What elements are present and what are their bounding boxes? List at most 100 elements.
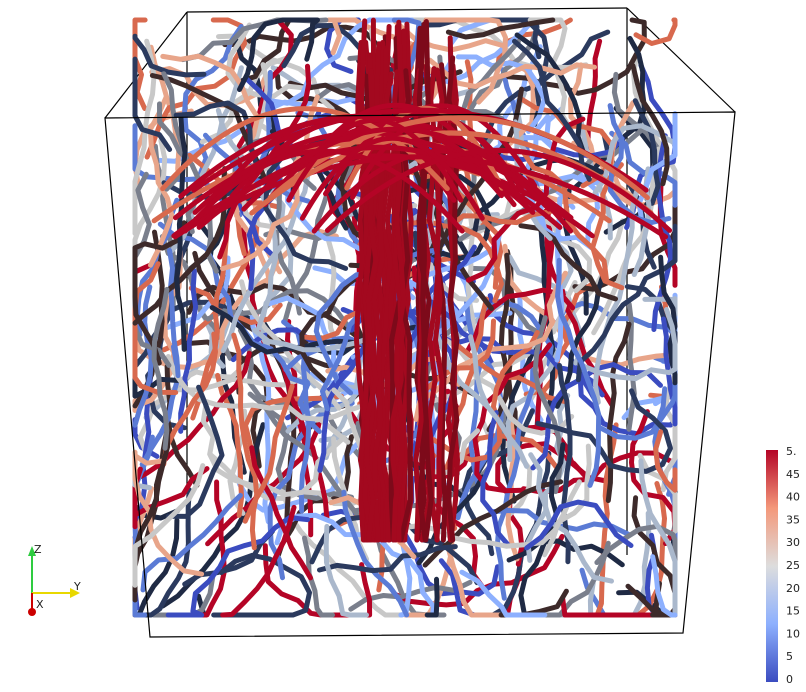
streamline	[632, 98, 661, 206]
streamline	[267, 115, 650, 201]
streamline	[178, 113, 547, 199]
streamline	[609, 130, 678, 208]
streamline	[237, 441, 360, 513]
streamline	[151, 286, 170, 451]
streamline	[325, 236, 339, 348]
streamline	[633, 17, 678, 46]
streamline	[132, 284, 154, 428]
streamline	[132, 220, 187, 366]
streamline	[298, 347, 312, 514]
streamline	[286, 117, 464, 203]
streamline	[178, 268, 199, 434]
orientation-axes: Z Y X	[28, 543, 81, 616]
streamline	[132, 17, 148, 111]
streamline	[205, 407, 325, 547]
streamline	[241, 126, 552, 212]
streamline	[591, 146, 662, 336]
streamline	[523, 281, 596, 397]
x-arrow	[28, 608, 36, 616]
streamline	[650, 554, 678, 618]
colorbar-label: 10	[786, 627, 800, 640]
colorbar-label: 40	[786, 491, 800, 504]
streamline	[390, 173, 493, 274]
streamline	[200, 401, 347, 498]
streamline	[196, 144, 563, 230]
streamline	[165, 384, 225, 519]
streamline	[480, 410, 512, 549]
streamline	[147, 94, 175, 268]
streamline	[157, 101, 202, 235]
streamline	[172, 154, 669, 240]
streamline	[231, 332, 260, 551]
colorbar	[766, 450, 778, 682]
streamline	[653, 429, 678, 493]
streamline	[530, 362, 663, 471]
colorbar-label: 35	[786, 513, 800, 526]
streamline	[494, 17, 573, 78]
colorbar-label: 30	[786, 536, 800, 549]
streamline	[555, 257, 602, 488]
streamline	[182, 24, 244, 196]
streamline	[494, 367, 536, 601]
y-label: Y	[73, 580, 81, 593]
streamline	[132, 33, 207, 78]
streamline	[274, 66, 360, 126]
colorbar-labels: 5. 45 40 35 30 25 20 15 10 5 0	[786, 445, 800, 686]
streamline	[132, 463, 206, 588]
streamline	[658, 254, 678, 386]
bounding-box-front	[104, 111, 736, 638]
streamline	[592, 189, 639, 405]
streamline	[324, 148, 673, 233]
z-label: Z	[34, 543, 42, 556]
streamline	[638, 458, 678, 618]
streamline	[132, 466, 210, 530]
streamline	[140, 492, 243, 593]
streamline	[572, 202, 678, 292]
z-arrow	[28, 546, 36, 556]
streamline	[637, 452, 678, 534]
streamline	[132, 261, 179, 395]
streamline	[581, 307, 678, 382]
streamline	[512, 38, 592, 182]
streamline	[132, 56, 173, 152]
streamline	[317, 544, 458, 574]
streamline	[260, 188, 318, 389]
streamline	[468, 334, 530, 469]
streamline	[426, 66, 442, 543]
streamline	[424, 576, 440, 618]
streamline	[242, 383, 295, 524]
streamlines	[132, 17, 678, 618]
streamline	[243, 393, 344, 463]
streamline	[323, 523, 369, 618]
streamline	[542, 443, 592, 558]
colorbar-label: 5	[786, 650, 793, 663]
streamline	[267, 17, 415, 106]
streamline	[165, 354, 351, 445]
streamline	[420, 19, 434, 543]
streamline	[445, 17, 556, 40]
streamline	[299, 135, 485, 221]
streamline	[461, 455, 495, 557]
streamline	[575, 223, 678, 383]
streamline	[132, 350, 252, 490]
streamline	[413, 270, 568, 422]
colorbar-label: 15	[786, 605, 800, 618]
colorbar-label: 5.	[786, 445, 797, 458]
streamline	[459, 569, 548, 618]
x-label: X	[36, 598, 44, 611]
streamline	[249, 445, 313, 581]
colorbar-label: 0	[786, 673, 793, 686]
colorbar-label: 20	[786, 582, 800, 595]
streamline	[132, 449, 205, 577]
streamline	[514, 32, 587, 156]
streamline	[423, 17, 508, 105]
streamline	[598, 365, 678, 441]
streamline	[605, 321, 632, 504]
streamline	[167, 247, 181, 379]
colorbar-label: 45	[786, 468, 800, 481]
streamline	[267, 400, 355, 581]
streamline	[237, 17, 320, 92]
streamline	[165, 515, 311, 618]
